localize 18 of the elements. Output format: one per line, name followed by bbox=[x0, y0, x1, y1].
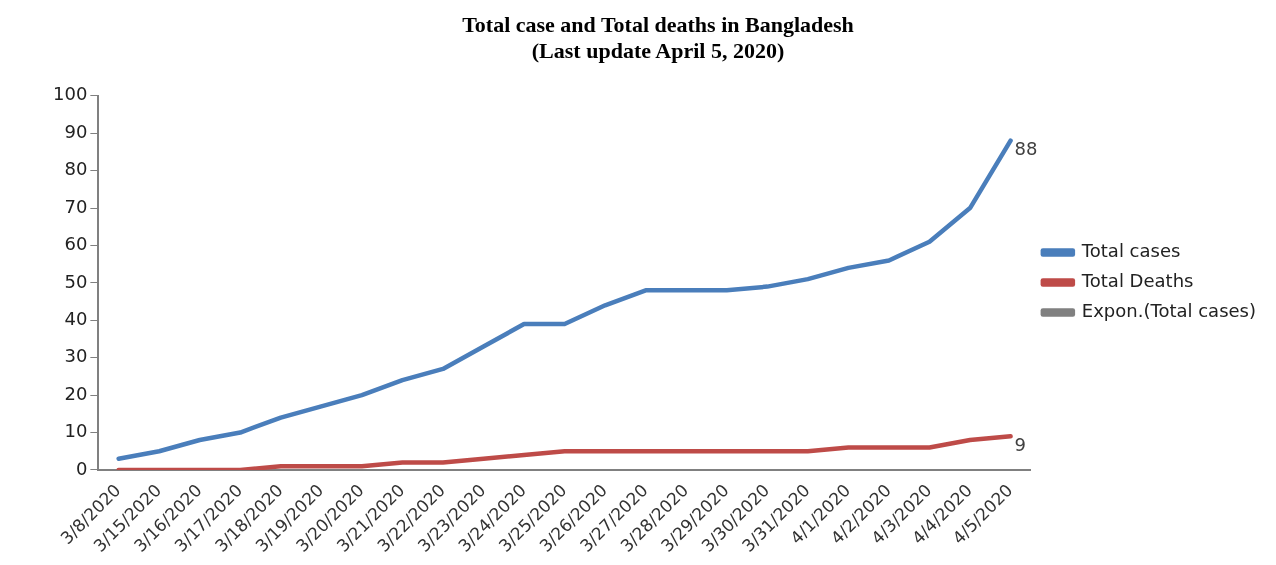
y-tick-label: 50 bbox=[64, 270, 88, 292]
legend-label: Expon.(Total cases) bbox=[1081, 300, 1256, 322]
legend-label: Total cases bbox=[1080, 240, 1181, 262]
y-tick-label: 40 bbox=[64, 307, 88, 329]
y-tick-label: 90 bbox=[64, 120, 88, 142]
chart-subtitle: (Last update April 5, 2020) bbox=[531, 38, 785, 64]
chart-title: Total case and Total deaths in Bangladesh bbox=[462, 11, 854, 37]
y-tick-label: 30 bbox=[64, 345, 88, 367]
y-tick-label: 20 bbox=[64, 382, 88, 404]
data-label: 9 bbox=[1014, 433, 1027, 455]
y-tick-label: 10 bbox=[64, 420, 88, 442]
y-tick-label: 100 bbox=[53, 83, 88, 105]
legend-label: Total Deaths bbox=[1080, 270, 1194, 292]
y-tick-label: 0 bbox=[75, 457, 88, 479]
data-label: 88 bbox=[1014, 138, 1038, 160]
y-tick-label: 60 bbox=[64, 233, 88, 255]
y-tick-label: 80 bbox=[64, 158, 88, 180]
y-tick-label: 70 bbox=[64, 195, 88, 217]
